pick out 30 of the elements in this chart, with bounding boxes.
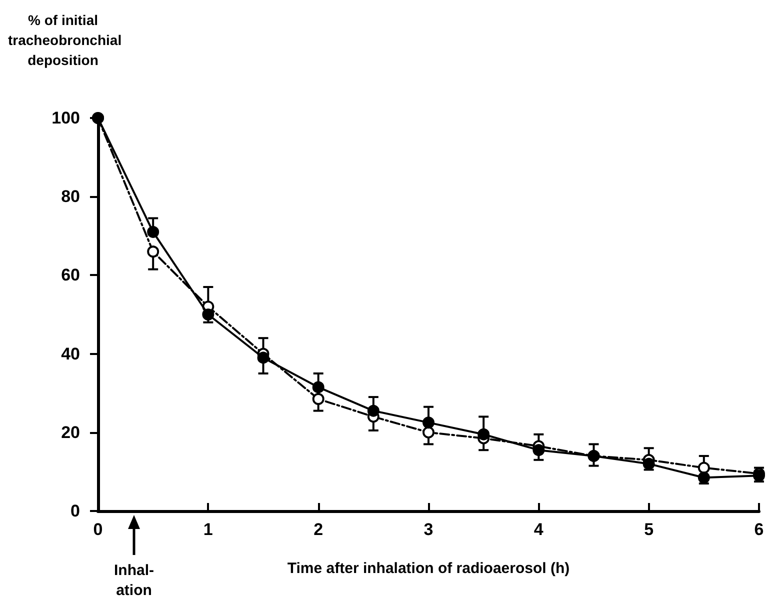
point	[202, 308, 214, 320]
x-tick-label: 0	[93, 520, 103, 539]
point	[422, 416, 434, 429]
text: Inhal- ation	[113, 561, 155, 601]
x-tick-label: 2	[314, 520, 324, 539]
y-tick-label: 40	[61, 344, 80, 364]
point	[478, 428, 490, 440]
point	[367, 404, 380, 417]
point	[312, 392, 324, 405]
x-tick-label: 1	[203, 520, 213, 539]
point	[698, 462, 710, 474]
x-tick-label: 3	[424, 520, 434, 539]
point	[312, 381, 324, 394]
y-tick-label: 0	[70, 502, 80, 520]
point	[698, 472, 710, 484]
x-axis-title: Time after inhalation of radioaerosol (h)	[287, 560, 570, 577]
point	[147, 226, 160, 238]
x-tick-label: 4	[534, 520, 544, 539]
y-tick-label: 100	[52, 108, 80, 128]
point	[257, 352, 270, 364]
x-tick-label: 6	[754, 520, 764, 539]
y-tick-label: 20	[61, 422, 80, 442]
x-tick-label: 5	[644, 520, 654, 539]
y-axis-title: % of initial tracheobronchial deposition	[8, 11, 122, 70]
y-tick-label: 60	[61, 266, 80, 285]
point	[642, 458, 655, 470]
y-tick-label: 80	[61, 187, 80, 206]
point	[532, 444, 545, 456]
point	[147, 246, 160, 258]
point	[422, 426, 434, 438]
